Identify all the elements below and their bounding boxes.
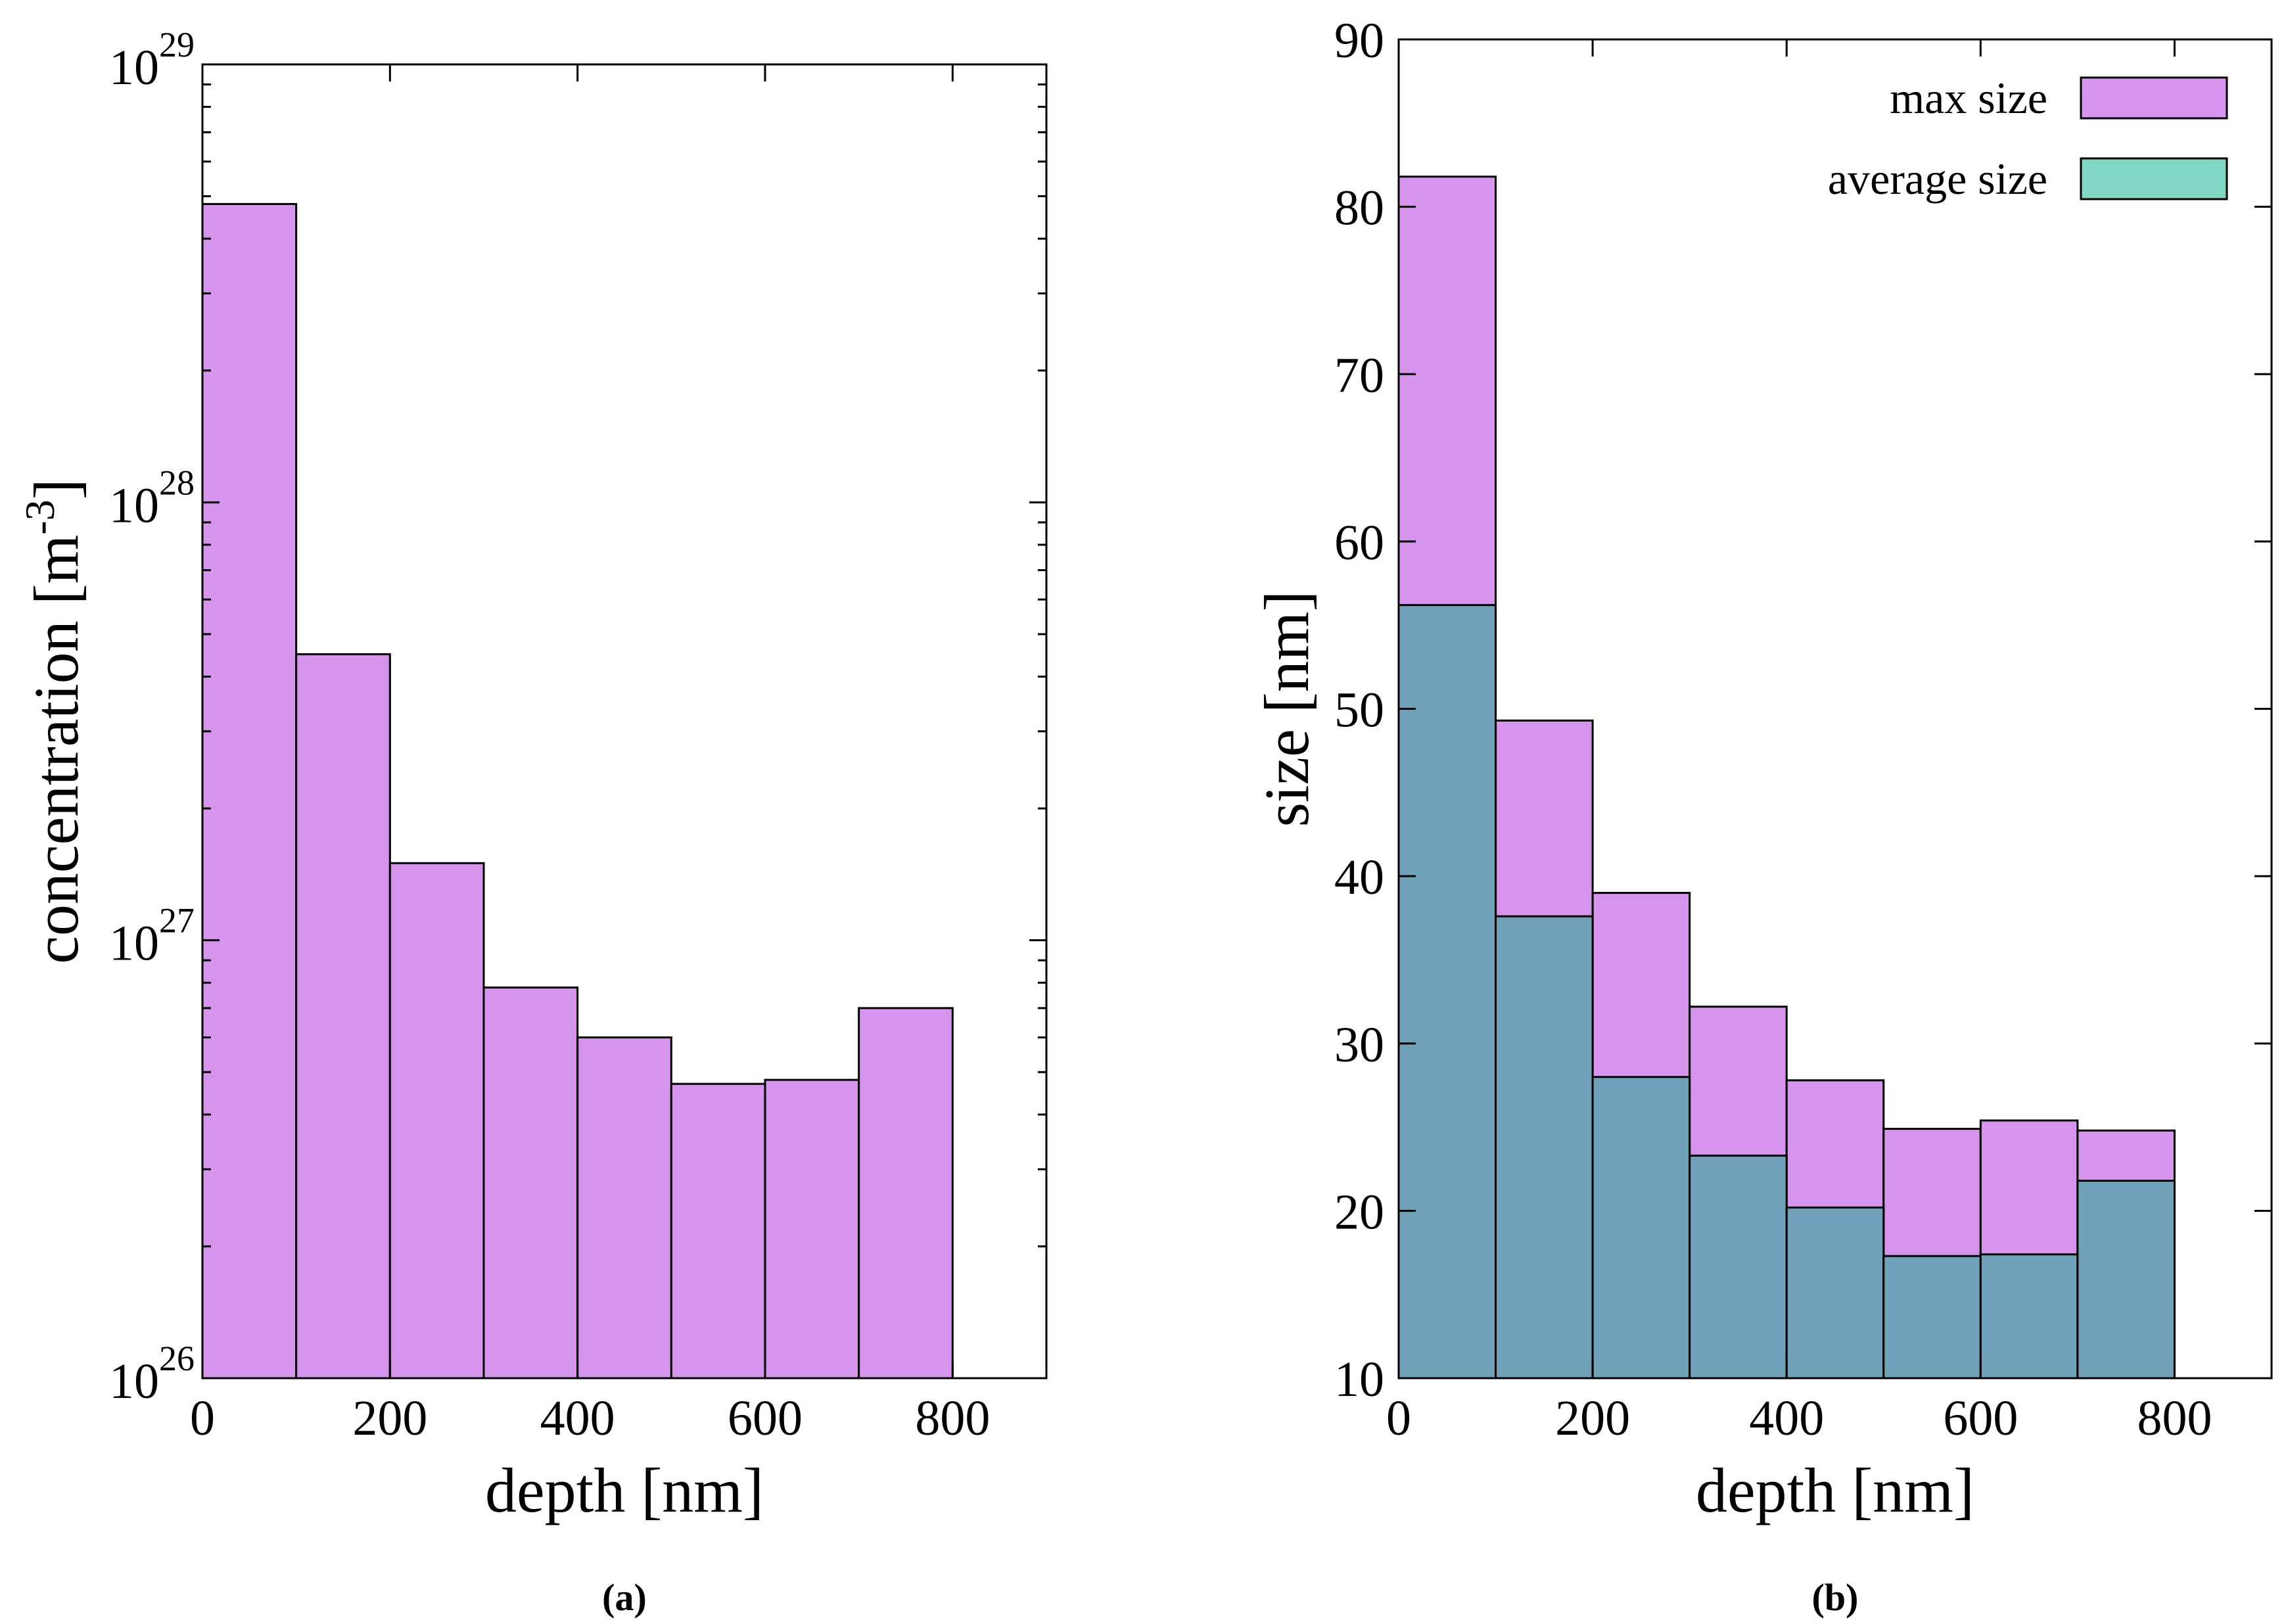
y-tick-label-b: 10 <box>1334 1352 1384 1407</box>
bar-average-size-1 <box>1495 915 1594 1380</box>
x-tick-label-a: 200 <box>352 1391 427 1446</box>
bar-concentration-6 <box>764 1079 860 1380</box>
y-tick-label-b: 30 <box>1334 1017 1384 1073</box>
legend: max size average size <box>1828 73 2228 204</box>
y-tick-label-b: 80 <box>1334 181 1384 236</box>
legend-label-0: max size <box>1890 73 2047 123</box>
y-tick-label-b: 40 <box>1334 850 1384 905</box>
y-tick-label-a: 1028 <box>109 463 195 533</box>
bar-average-size-0 <box>1397 604 1497 1380</box>
x-tick-label-b: 0 <box>1386 1391 1411 1446</box>
x-tick-label-b: 400 <box>1749 1391 1824 1446</box>
bar-concentration-1 <box>295 653 391 1380</box>
x-tick-label-a: 0 <box>190 1391 215 1446</box>
y-tick-label-a: 1029 <box>109 25 195 95</box>
bar-average-size-2 <box>1591 1076 1691 1380</box>
legend-label-1: average size <box>1828 154 2047 204</box>
bar-concentration-5 <box>670 1082 766 1380</box>
y-tick-label-b: 70 <box>1334 348 1384 403</box>
y-tick-label-a: 1026 <box>109 1339 195 1409</box>
bar-concentration-4 <box>576 1036 672 1380</box>
legend-swatch-0 <box>2080 76 2228 120</box>
bar-average-size-4 <box>1785 1206 1885 1380</box>
bar-concentration-0 <box>201 202 298 1380</box>
plot-frame-a <box>201 63 1048 1380</box>
x-tick-label-a: 400 <box>540 1391 615 1446</box>
chart-panel-b: 10 20 30 40 50 60 70 80 90 0 200 400 600 800 depth [nm… <box>1251 13 2273 1619</box>
bar-average-size-3 <box>1689 1154 1788 1380</box>
bar-concentration-3 <box>482 986 579 1380</box>
legend-swatch-1 <box>2080 157 2228 200</box>
chart-panel-a: 1026 1027 1028 1029 0 200 400 600 800 depth [nm] c… <box>16 25 1048 1619</box>
x-tick-label-b: 200 <box>1555 1391 1630 1446</box>
y-axis-label-b: size [nm] <box>1251 591 1322 827</box>
y-axis-label-a: concentration [m-3] <box>16 478 91 963</box>
bar-average-size-5 <box>1882 1255 1982 1380</box>
x-axis-label-a: depth [nm] <box>485 1455 764 1525</box>
bar-concentration-2 <box>388 862 485 1380</box>
y-tick-label-a: 1027 <box>109 901 195 971</box>
x-axis-label-b: depth [nm] <box>1696 1455 1974 1525</box>
bar-average-size-7 <box>2076 1180 2176 1380</box>
x-tick-label-a: 600 <box>728 1391 803 1446</box>
x-tick-label-b: 800 <box>2137 1391 2212 1446</box>
y-tick-label-b: 90 <box>1334 13 1384 68</box>
panel-label-b: (b) <box>1812 1576 1859 1619</box>
bar-average-size-6 <box>1979 1253 2079 1380</box>
y-tick-label-b: 50 <box>1334 683 1384 738</box>
y-tick-label-b: 20 <box>1334 1184 1384 1240</box>
bar-concentration-7 <box>858 1007 954 1380</box>
panel-label-a: (a) <box>602 1576 647 1619</box>
x-tick-label-a: 800 <box>915 1391 990 1446</box>
y-tick-label-b: 60 <box>1334 515 1384 570</box>
x-tick-label-b: 600 <box>1943 1391 2018 1446</box>
